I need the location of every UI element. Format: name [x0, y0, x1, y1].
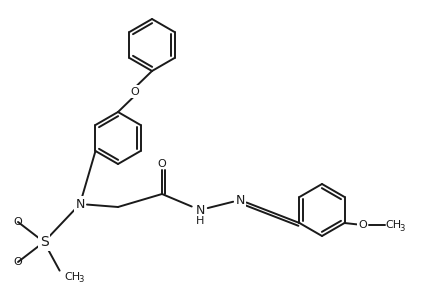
Text: O: O	[158, 159, 166, 169]
Text: 3: 3	[78, 274, 84, 283]
Text: 3: 3	[399, 224, 405, 233]
Text: O: O	[358, 220, 367, 230]
Text: CH: CH	[385, 220, 402, 230]
Text: O: O	[14, 257, 22, 267]
Text: N: N	[235, 193, 245, 206]
Text: O: O	[131, 87, 139, 96]
Text: O: O	[14, 217, 22, 227]
Text: N: N	[75, 197, 85, 210]
Text: S: S	[39, 235, 48, 249]
Text: H: H	[196, 216, 204, 226]
Text: CH: CH	[64, 272, 80, 282]
Text: N: N	[195, 204, 205, 217]
